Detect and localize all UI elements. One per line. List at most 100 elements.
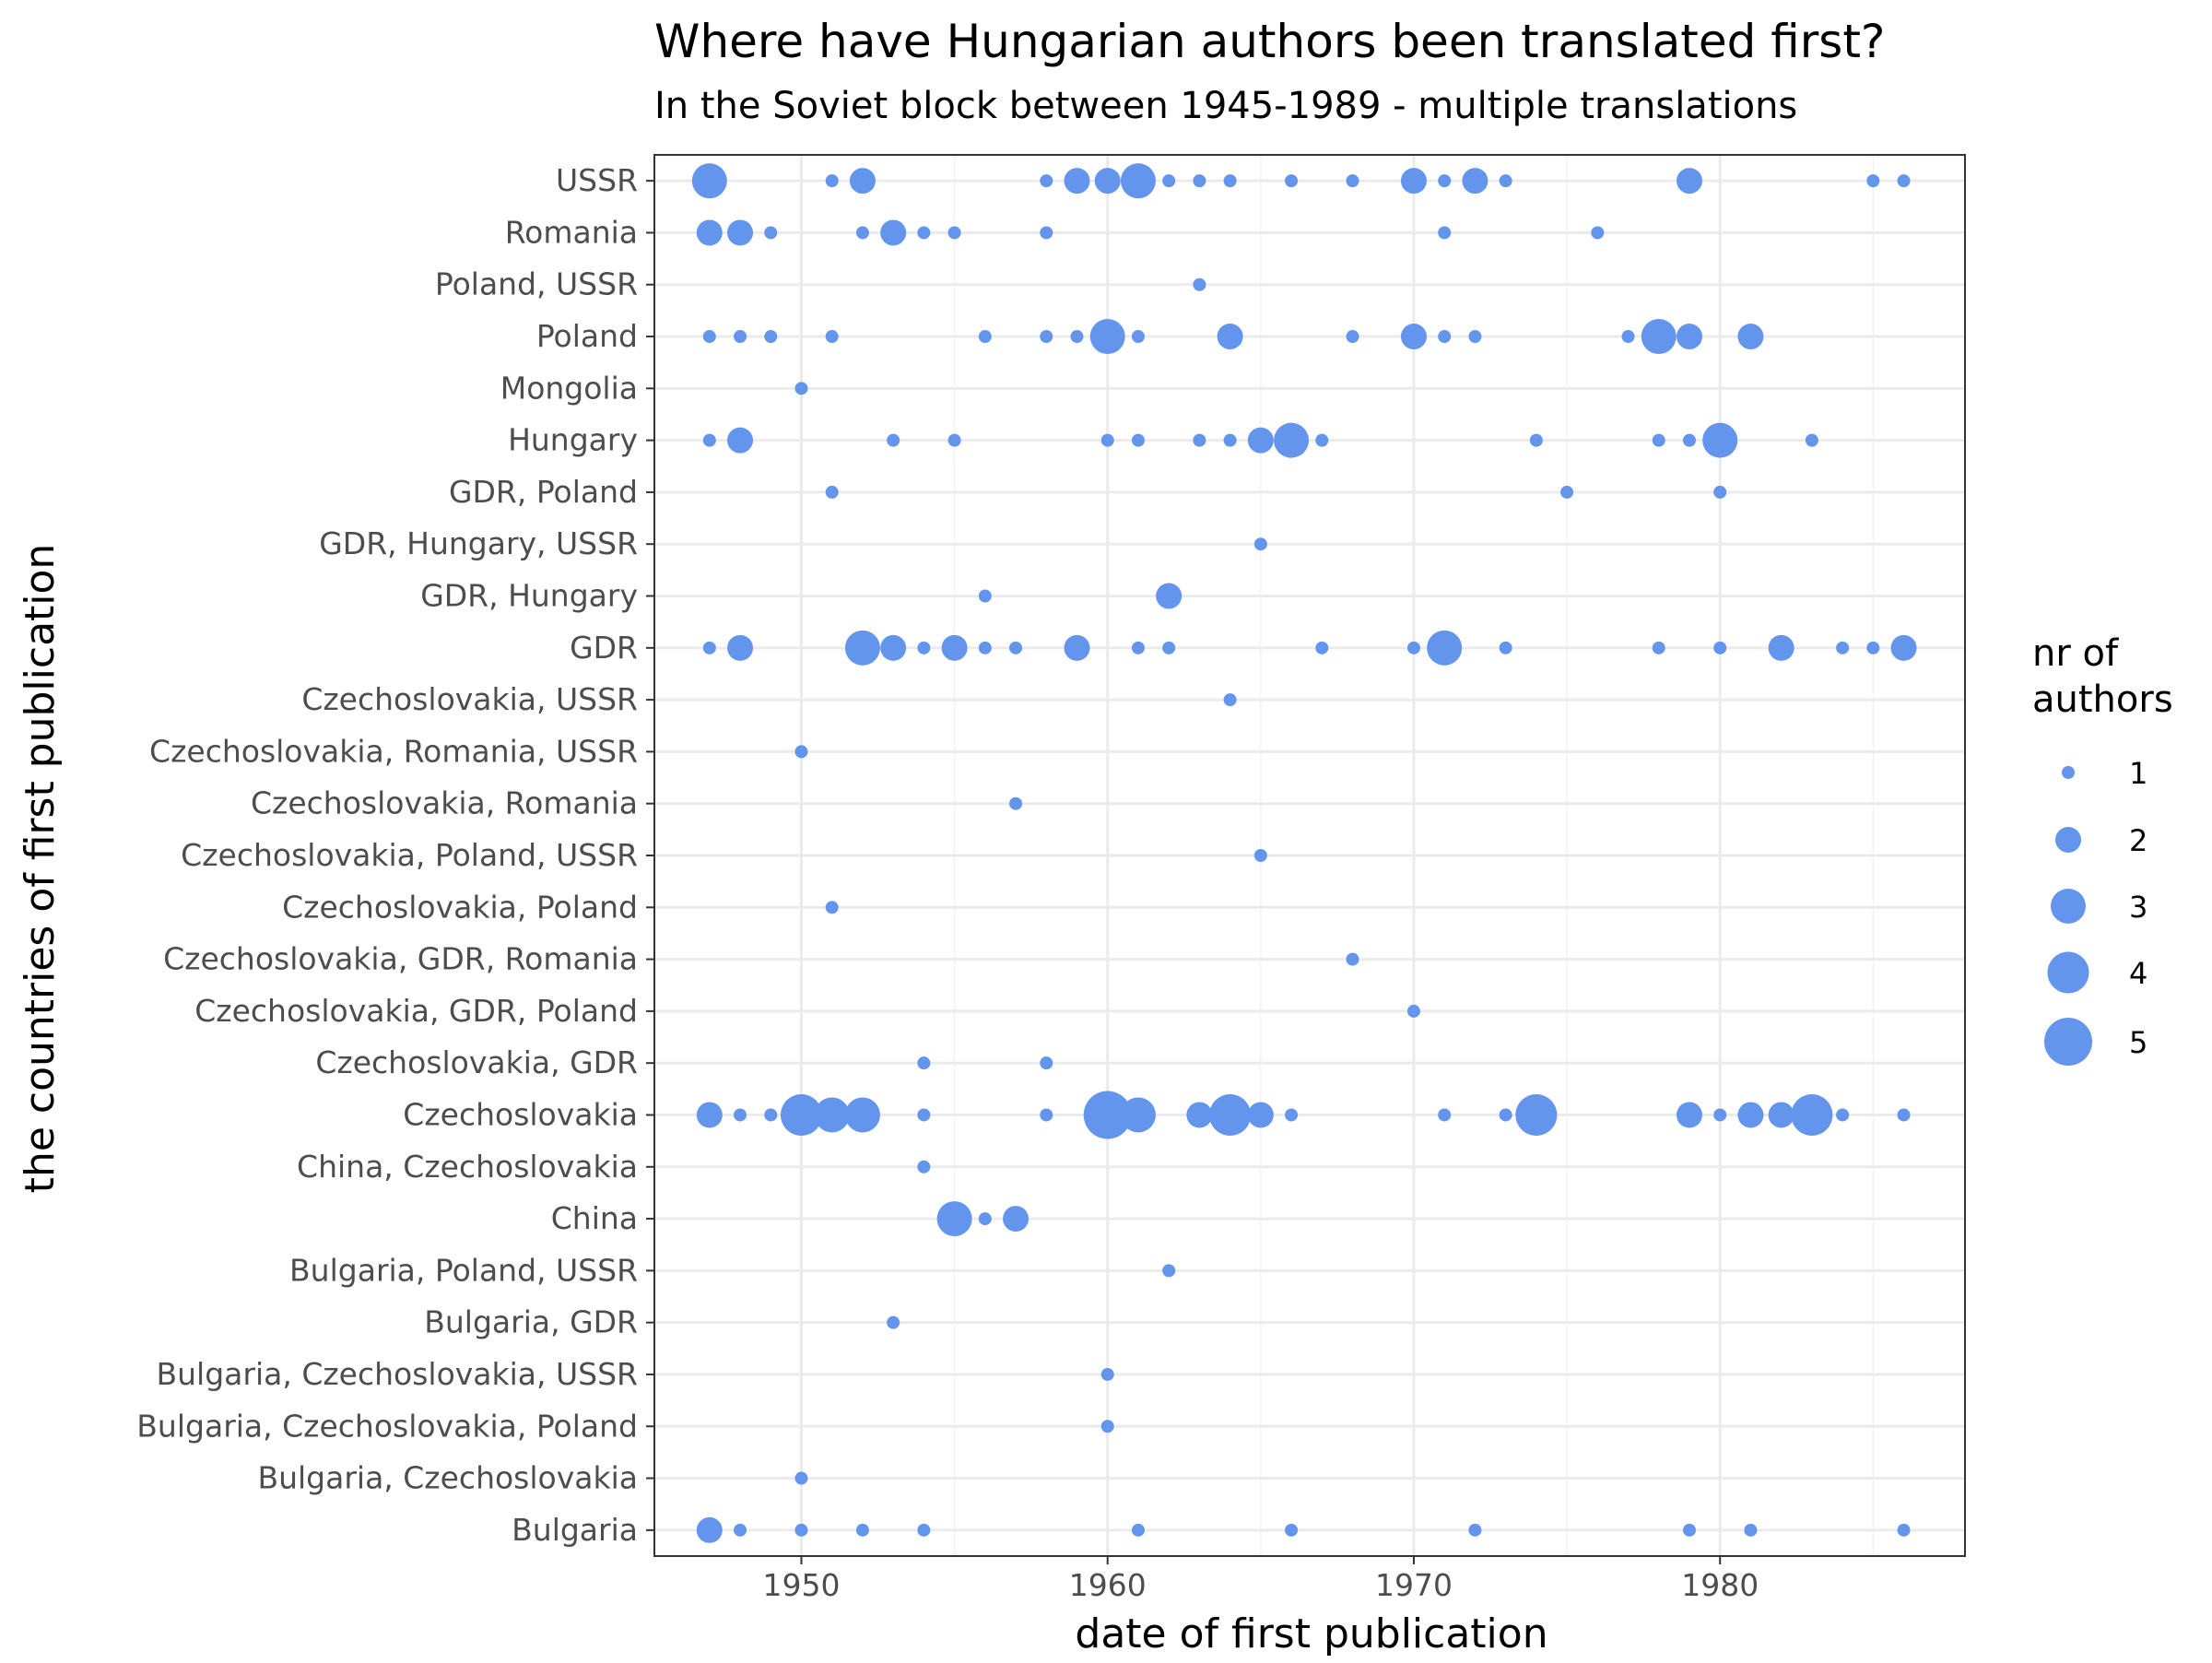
data-point <box>794 382 808 395</box>
data-point <box>764 330 778 344</box>
data-point <box>1009 641 1023 655</box>
data-point <box>727 219 754 246</box>
data-point <box>1836 641 1850 655</box>
data-point <box>880 219 907 246</box>
data-point <box>1744 1523 1758 1537</box>
data-point <box>978 1212 992 1226</box>
data-point <box>1285 1108 1299 1122</box>
data-point <box>1499 174 1512 188</box>
data-point <box>727 427 754 454</box>
data-point <box>1406 1004 1420 1018</box>
y-tick-label: Bulgaria, Czechoslovakia, Poland <box>136 1408 638 1444</box>
y-tick-label: Bulgaria, Czechoslovakia, USSR <box>156 1356 638 1392</box>
data-point <box>1621 330 1635 344</box>
legend-key-symbol <box>2044 1018 2092 1066</box>
data-point <box>1315 433 1329 447</box>
data-point <box>696 219 723 246</box>
data-point <box>696 1516 723 1543</box>
y-tick-label: Czechoslovakia, GDR <box>315 1044 638 1080</box>
y-tick-label: Czechoslovakia <box>403 1096 638 1132</box>
legend-key-label: 5 <box>2129 1025 2147 1060</box>
y-tick-label: China <box>551 1200 638 1236</box>
data-point <box>794 745 808 759</box>
data-point <box>1131 433 1145 447</box>
data-point <box>734 330 747 344</box>
data-point <box>1737 1102 1764 1128</box>
data-point <box>1315 641 1329 655</box>
data-point <box>1897 1523 1911 1537</box>
data-point <box>1253 537 1267 551</box>
data-point <box>1560 485 1574 499</box>
legend-key-label: 3 <box>2129 890 2147 925</box>
data-point <box>1676 324 1702 350</box>
data-point <box>917 1108 931 1122</box>
legend-keys: 1 2 3 4 5 <box>2044 756 2147 1066</box>
data-point <box>764 226 778 240</box>
data-point <box>1162 641 1176 655</box>
y-tick-label: GDR <box>570 630 638 666</box>
data-point <box>1438 1108 1452 1122</box>
y-tick-label: USSR <box>556 162 638 198</box>
y-tick-label: Poland, USSR <box>435 266 638 302</box>
data-point <box>825 174 839 188</box>
data-point <box>1100 1420 1114 1433</box>
data-point <box>1064 634 1090 661</box>
data-point <box>1100 1367 1114 1381</box>
data-point <box>1064 168 1090 195</box>
data-point <box>1040 174 1053 188</box>
data-point <box>727 634 754 661</box>
data-point <box>1890 634 1917 661</box>
data-point <box>825 901 839 914</box>
data-point <box>1247 1102 1274 1128</box>
data-point <box>844 630 880 666</box>
data-point <box>1682 1523 1696 1537</box>
data-point <box>1438 226 1452 240</box>
legend-key-symbol <box>2051 889 2086 924</box>
y-tick-label: GDR, Hungary <box>420 578 638 614</box>
data-point <box>1791 1093 1833 1136</box>
y-tick-label: Hungary <box>508 422 638 458</box>
data-point <box>1713 485 1727 499</box>
data-point <box>1713 1108 1727 1122</box>
data-point <box>1438 174 1452 188</box>
data-point <box>1427 630 1463 666</box>
y-tick-label: Romania <box>505 214 638 250</box>
y-tick-label: Czechoslovakia, Romania, USSR <box>149 733 638 769</box>
data-point <box>1866 641 1880 655</box>
data-point <box>1285 174 1299 188</box>
data-point <box>1131 330 1145 344</box>
data-point <box>1274 422 1310 458</box>
y-tick-label: GDR, Hungary, USSR <box>319 525 638 561</box>
data-point <box>1083 1091 1132 1139</box>
data-point <box>1223 174 1237 188</box>
data-point <box>780 1093 822 1136</box>
data-point <box>1346 330 1359 344</box>
data-point <box>1003 1206 1030 1233</box>
data-point <box>1406 641 1420 655</box>
data-point <box>887 433 900 447</box>
y-tick-label: Czechoslovakia, USSR <box>301 681 638 717</box>
y-tick-label: Czechoslovakia, Poland, USSR <box>181 837 638 873</box>
data-point <box>936 1201 972 1237</box>
data-point <box>1438 330 1452 344</box>
x-tick-labels: 1950 1960 1970 1980 <box>762 1556 1759 1603</box>
data-point <box>1499 1108 1512 1122</box>
data-point <box>1676 168 1702 195</box>
data-point <box>1652 641 1665 655</box>
data-point <box>1040 1108 1053 1122</box>
data-point <box>1009 796 1023 810</box>
y-tick-labels: Bulgaria Bulgaria, Czechoslovakia Bulgaria… <box>136 162 654 1548</box>
data-point <box>1040 226 1053 240</box>
data-point <box>1040 1056 1053 1070</box>
y-tick-label: GDR, Poland <box>449 474 638 510</box>
data-point <box>1193 174 1206 188</box>
y-axis-title: the countries of first publication <box>17 544 64 1194</box>
data-point <box>1768 1102 1794 1128</box>
data-point <box>1223 433 1237 447</box>
x-tick-label: 1950 <box>762 1567 840 1603</box>
data-point <box>794 1471 808 1485</box>
legend: nr of authors 1 2 3 4 5 <box>2032 632 2173 1066</box>
data-point <box>1193 277 1206 291</box>
data-point <box>1346 174 1359 188</box>
data-point <box>1186 1102 1213 1128</box>
